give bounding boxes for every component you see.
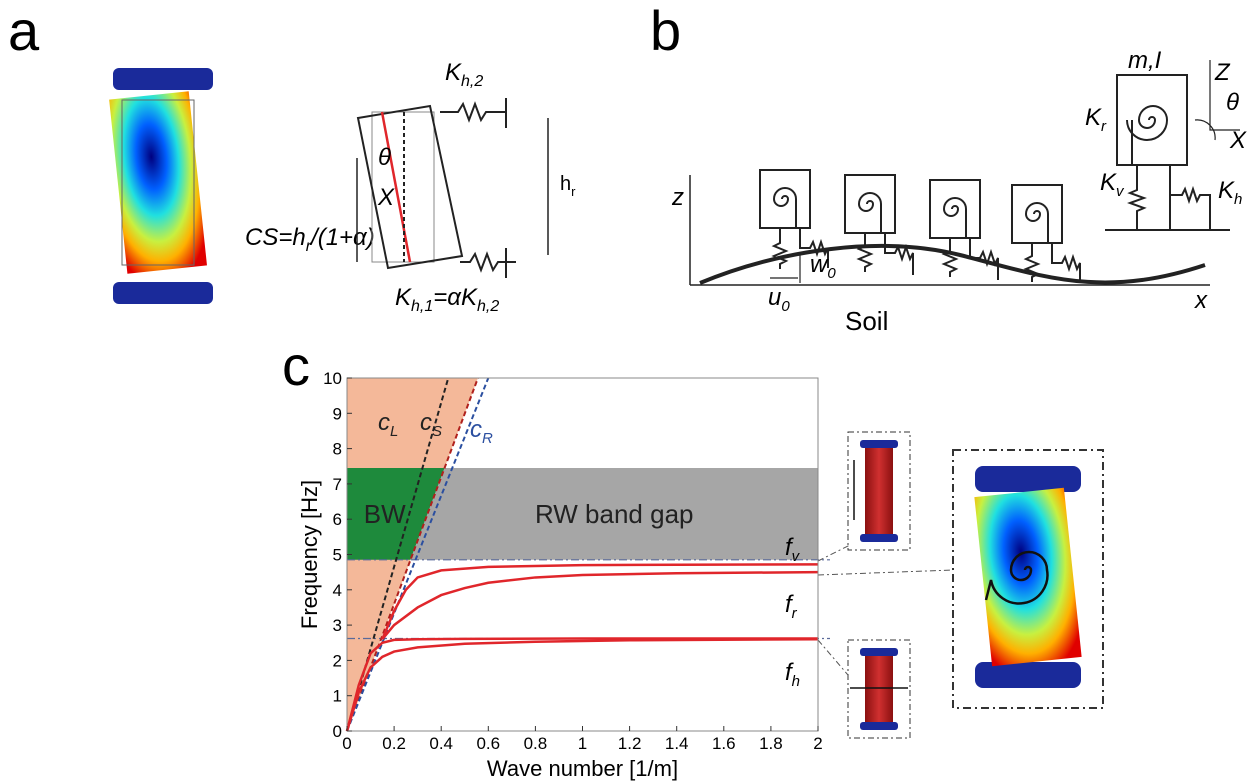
x-axis-title: Wave number [1/m]	[487, 756, 678, 781]
line-label-sub: L	[390, 423, 398, 440]
wave-line	[346, 377, 450, 732]
wave-line	[346, 377, 479, 732]
band	[347, 468, 445, 560]
frequency-label: fr	[785, 591, 798, 622]
y-tick-label: 9	[333, 404, 342, 423]
y-axis-title: Frequency [Hz]	[297, 480, 322, 629]
x-tick-label: 1.8	[759, 734, 783, 753]
frequency-label-sub: h	[792, 673, 800, 690]
y-tick-label: 5	[333, 546, 342, 565]
k-bottom-label: Kh,1=αKh,2	[395, 284, 499, 315]
dispersion-curve	[345, 637, 818, 732]
y-tick-label: 7	[333, 475, 342, 494]
frequency-label: fv	[785, 534, 801, 565]
kh-label: Kh	[1218, 177, 1242, 208]
x-tick-label: 1.4	[665, 734, 689, 753]
band-label: BW	[364, 499, 406, 529]
cs-formula: CS=hr/(1+α)	[245, 224, 375, 255]
panel-label: b	[650, 0, 681, 62]
panel-label: c	[282, 334, 310, 397]
k-top-label: Kh,2	[445, 59, 483, 90]
y-tick-label: 0	[333, 722, 342, 741]
z-label: Z	[1214, 59, 1231, 86]
mass-label: m,I	[1128, 47, 1162, 74]
line-label: cS	[420, 409, 442, 440]
line-label: cL	[378, 409, 398, 440]
soil-structure-diagram	[689, 60, 1240, 286]
line-label-main: c	[420, 409, 432, 436]
frequency-label: fh	[785, 659, 800, 690]
h-label: hr	[560, 173, 576, 199]
wave-line	[346, 377, 490, 732]
x-label: X	[377, 184, 395, 211]
theta-label: θ	[378, 144, 391, 171]
dispersion-curve	[345, 637, 819, 732]
frequency-label-sub: r	[792, 605, 798, 622]
panel-label: a	[8, 0, 40, 62]
dispersion-curve	[381, 570, 819, 641]
band	[410, 468, 818, 560]
x-tick-label: 1.2	[618, 734, 642, 753]
x-label: X	[1229, 127, 1247, 154]
y-tick-label: 2	[333, 651, 342, 670]
frequency-label-main: f	[785, 659, 794, 686]
w-label: w0	[810, 251, 836, 282]
x-tick-label: 1	[578, 734, 587, 753]
line-label-main: c	[378, 409, 390, 436]
mode-insets	[817, 431, 1104, 739]
x-axis-label: x	[1194, 287, 1208, 314]
line-label: cR	[470, 416, 493, 447]
z-axis-label: z	[671, 184, 684, 211]
kr-label: Kr	[1085, 104, 1107, 135]
x-tick-label: 1.6	[712, 734, 736, 753]
kv-label: Kv	[1100, 169, 1125, 200]
x-tick-label: 0.4	[429, 734, 453, 753]
frequency-label-main: f	[785, 534, 794, 561]
line-label-sub: R	[482, 430, 493, 447]
bearing-diagram	[356, 98, 549, 278]
x-tick-label: 2	[813, 734, 822, 753]
dispersion-curve	[381, 563, 819, 640]
y-tick-label: 8	[333, 440, 342, 459]
frequency-label-sub: v	[792, 548, 801, 565]
x-tick-label: 0.6	[476, 734, 500, 753]
soil-label: Soil	[845, 306, 888, 336]
line-label-main: c	[470, 416, 482, 443]
x-tick-label: 0.2	[382, 734, 406, 753]
x-tick-label: 0	[342, 734, 351, 753]
y-tick-label: 10	[323, 369, 342, 388]
band-label: RW band gap	[535, 499, 694, 529]
deformed-bearing	[109, 68, 213, 304]
y-tick-label: 1	[333, 687, 342, 706]
x-tick-label: 0.8	[524, 734, 548, 753]
theta-label: θ	[1226, 89, 1239, 116]
y-tick-label: 6	[333, 510, 342, 529]
dispersion-chart: c BW RW band gap 0 1 2 3 4 5 6 7 8 9 10 0 0.2 0.4 0.6 0.8 1…	[282, 334, 830, 781]
line-label-sub: S	[432, 423, 442, 440]
y-tick-label: 3	[333, 616, 342, 635]
frequency-label-main: f	[785, 591, 794, 618]
u-label: u0	[768, 284, 790, 315]
y-tick-label: 4	[333, 581, 342, 600]
